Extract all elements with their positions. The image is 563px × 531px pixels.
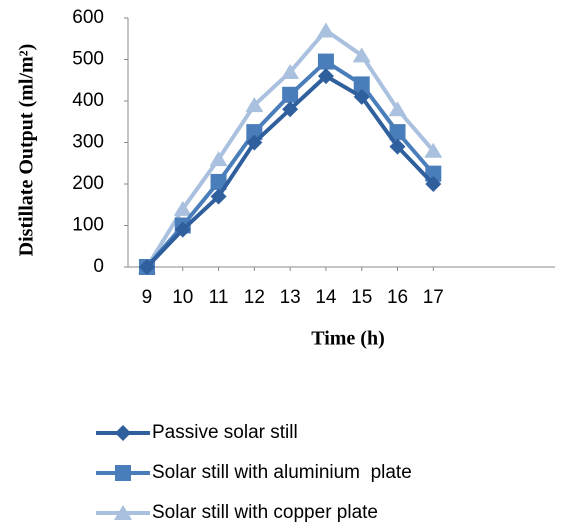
x-tick-label: 15 — [351, 287, 372, 308]
marker — [388, 101, 407, 117]
x-tick-label: 11 — [209, 287, 229, 308]
marker — [114, 505, 132, 520]
x-tick-label: 9 — [142, 287, 153, 308]
y-tick-label: 600 — [72, 7, 104, 28]
marker — [115, 425, 131, 441]
marker — [246, 134, 263, 151]
y-tick-label: 200 — [72, 173, 104, 194]
legend-label: Solar still with aluminium plate — [152, 462, 412, 483]
x-axis-label: Time (h) — [311, 328, 385, 350]
marker — [424, 142, 443, 158]
marker — [281, 63, 300, 79]
marker — [352, 47, 371, 63]
marker — [173, 200, 192, 216]
marker — [317, 53, 334, 70]
y-tick-label: 300 — [72, 132, 104, 153]
legend-label: Passive solar still — [152, 422, 298, 443]
marker — [282, 86, 299, 103]
y-axis-label: Distillate Output (ml/m²) — [16, 44, 38, 257]
y-tick-label: 400 — [72, 90, 104, 111]
marker — [282, 101, 299, 118]
legend-label: Solar still with copper plate — [152, 502, 378, 523]
marker — [353, 88, 370, 105]
x-tick-label: 14 — [315, 287, 337, 308]
marker — [174, 221, 191, 238]
marker — [353, 76, 370, 93]
x-tick-label: 17 — [423, 287, 444, 308]
marker — [245, 97, 264, 113]
x-tick-label: 13 — [280, 287, 301, 308]
x-tick-label: 10 — [172, 287, 193, 308]
marker — [210, 188, 227, 205]
marker — [389, 138, 406, 155]
marker — [425, 176, 442, 192]
marker — [138, 259, 155, 275]
marker — [210, 173, 227, 190]
y-tick-label: 0 — [93, 256, 104, 277]
marker — [317, 68, 334, 85]
x-tick-label: 12 — [244, 287, 265, 308]
marker — [115, 465, 131, 481]
x-tick-label: 16 — [387, 287, 408, 308]
marker — [389, 124, 406, 141]
y-tick-label: 500 — [72, 49, 104, 70]
y-tick-label: 100 — [72, 215, 104, 236]
marker — [209, 151, 228, 167]
marker — [316, 22, 335, 38]
